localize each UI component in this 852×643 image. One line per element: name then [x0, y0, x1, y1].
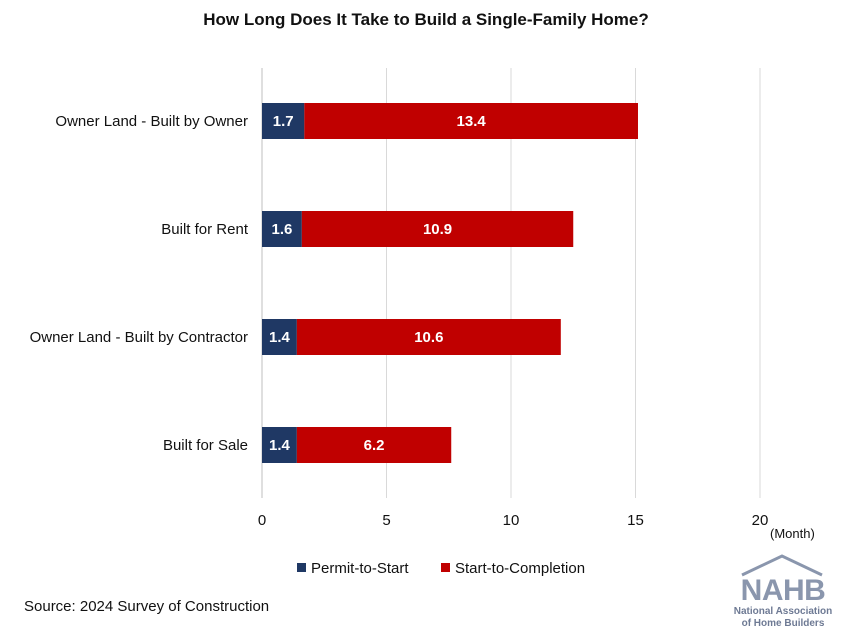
x-tick-label: 20 — [752, 512, 769, 529]
bar-start-to-completion — [296, 319, 561, 355]
bar-permit-to-start — [262, 319, 297, 355]
bar-value-label: 1.6 — [271, 221, 292, 238]
legend-label-start-to-completion: Start-to-Completion — [455, 560, 585, 577]
bar-permit-to-start — [262, 427, 297, 463]
category-label: Built for Sale — [163, 437, 248, 454]
logo-subtitle-line2: of Home Builders — [742, 618, 825, 629]
gridlines — [261, 68, 761, 498]
logo-roof-icon — [741, 554, 823, 577]
x-tick-label: 15 — [627, 512, 644, 529]
legend-swatch-start-to-completion — [441, 563, 450, 572]
x-axis-unit-label: (Month) — [770, 526, 815, 541]
bar-start-to-completion — [296, 427, 452, 463]
category-label: Built for Rent — [161, 221, 249, 238]
bar-value-label: 1.4 — [269, 329, 291, 346]
legend-swatch-permit-to-start — [297, 563, 306, 572]
bar-value-label: 6.2 — [364, 437, 385, 454]
chart-title: How Long Does It Take to Build a Single-… — [203, 10, 649, 29]
x-tick-label: 0 — [258, 512, 266, 529]
x-tick-label: 5 — [382, 512, 390, 529]
legend: Permit-to-Start Start-to-Completion — [297, 560, 585, 577]
bar-permit-to-start — [262, 103, 305, 139]
nahb-logo: NAHB National Association of Home Builde… — [734, 554, 833, 629]
bar-permit-to-start — [262, 211, 302, 247]
x-tick-labels: 0 5 10 15 20 — [258, 512, 769, 529]
category-label: Owner Land - Built by Contractor — [30, 329, 248, 346]
x-tick-label: 10 — [503, 512, 520, 529]
logo-subtitle-line1: National Association — [734, 606, 833, 617]
source-note: Source: 2024 Survey of Construction — [24, 598, 269, 615]
bars: 1.7 13.4 1.6 10.9 1.4 10.6 1.4 6.2 — [262, 103, 638, 463]
bar-value-label: 1.7 — [273, 113, 294, 130]
bar-value-label: 1.4 — [269, 437, 291, 454]
bar-value-label: 13.4 — [457, 113, 487, 130]
bar-value-label: 10.6 — [414, 329, 443, 346]
bar-start-to-completion — [301, 211, 574, 247]
logo-wordmark: NAHB — [741, 574, 826, 607]
category-label: Owner Land - Built by Owner — [55, 113, 248, 130]
bar-value-label: 10.9 — [423, 221, 452, 238]
category-labels: Owner Land - Built by Owner Built for Ren… — [30, 113, 249, 454]
bar-start-to-completion — [304, 103, 638, 139]
legend-label-permit-to-start: Permit-to-Start — [311, 560, 409, 577]
